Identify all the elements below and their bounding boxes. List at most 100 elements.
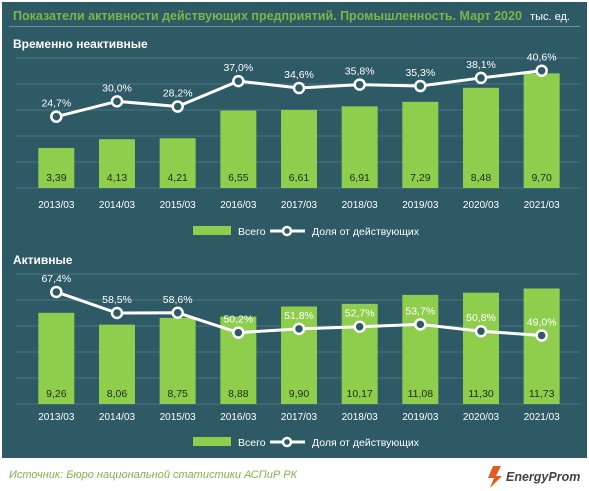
legend-bar-label: Всего [238,226,266,238]
x-tick-label: 2018/03 [342,412,379,423]
chart-title: Показатели активности действующих предпр… [13,9,522,23]
bar [38,147,75,188]
share-point [171,306,184,320]
x-tick-label: 2013/03 [38,200,75,211]
legend-bar-swatch [193,226,231,235]
bar [38,312,75,404]
share-point [353,78,366,91]
share-value-label: 38,1% [466,59,496,71]
share-value-label: 35,3% [405,67,435,79]
bar-value-label: 6,55 [228,172,249,184]
share-value-label: 67,4% [41,273,71,285]
share-value-label: 40,6% [527,52,557,64]
bar-value-label: 8,88 [228,388,249,400]
legend-bar-swatch [193,437,231,446]
panel-title-inactive: Временно неактивные [13,37,148,51]
share-value-label: 51,8% [284,310,314,322]
bar [99,324,135,404]
unit-label: тыс. ед. [530,11,570,23]
share-point [171,100,184,113]
title-divider [9,26,580,27]
bar [341,106,378,188]
bar-value-label: 11,73 [529,388,555,400]
share-point [353,320,366,333]
bar-value-label: 3,39 [46,172,67,184]
bar [220,110,257,188]
x-tick-label: 2018/03 [342,200,379,211]
share-value-label: 53,7% [405,305,435,317]
share-point [292,81,306,95]
share-point [474,71,488,85]
legend-line-label: Доля от действующих [312,226,420,238]
legend-line-marker [281,225,293,237]
x-tick-label: 2014/03 [99,200,136,211]
legend-line-label: Доля от действующих [312,437,420,449]
share-value-label: 35,8% [345,66,375,78]
share-value-label: 28,2% [163,88,193,100]
x-tick-label: 2015/03 [160,412,197,423]
x-tick-label: 2019/03 [402,412,439,423]
brand-logo: EnergyProm [488,466,580,488]
bar [281,109,317,188]
legend-bar-label: Всего [238,437,266,449]
share-point [232,326,245,339]
share-point [535,64,548,77]
bar [402,294,439,404]
x-tick-label: 2014/03 [99,412,136,423]
source-note: Источник: Бюро национальной статистики А… [9,469,298,481]
bar-value-label: 6,91 [349,172,370,184]
bar-value-label: 4,13 [107,172,128,184]
x-tick-label: 2016/03 [220,412,257,423]
share-point [50,110,63,123]
bar-value-label: 8,75 [167,388,188,400]
bar-value-label: 9,90 [289,388,310,400]
panel-active: 9,26 2013/03 8,06 2014/03 8,75 2015/03 8,88 201… [16,273,580,449]
panel-title-active: Активные [13,253,73,267]
share-point [414,79,427,93]
share-value-label: 50,8% [466,312,496,324]
share-point [535,329,548,342]
x-tick-label: 2019/03 [402,200,439,211]
share-value-label: 58,5% [102,294,132,306]
bar [159,317,196,404]
bar [463,87,499,188]
bar [463,292,499,404]
share-point [50,285,63,299]
share-point [474,324,488,338]
bar-value-label: 4,21 [167,172,188,184]
bar-value-label: 9,70 [531,172,552,184]
bar [99,139,135,188]
share-point [292,322,306,336]
share-point [414,318,427,331]
x-tick-label: 2021/03 [524,412,561,423]
x-tick-label: 2013/03 [38,412,75,423]
lightning-icon [488,466,502,488]
share-value-label: 24,7% [41,98,71,110]
bar [523,73,560,188]
bar-value-label: 6,61 [289,172,310,184]
x-tick-label: 2017/03 [281,200,318,211]
brand-name: EnergyProm [506,470,580,484]
share-value-label: 50,2% [223,314,253,326]
bar-value-label: 10,17 [347,388,373,400]
bar-value-label: 11,30 [468,388,494,400]
bar [523,288,560,404]
share-point [232,74,245,88]
bar-value-label: 8,06 [107,388,128,400]
x-tick-label: 2020/03 [463,200,500,211]
share-point [110,95,124,108]
share-point [110,306,124,320]
share-value-label: 37,0% [223,62,253,74]
legend-line-marker [281,436,293,448]
bar-value-label: 9,26 [46,388,67,400]
share-value-label: 58,6% [163,294,193,306]
bar-value-label: 7,29 [410,172,431,184]
share-value-label: 52,7% [345,308,375,320]
panel-inactive: 3,39 2013/03 4,13 2014/03 4,21 2015/03 6,55 201… [16,52,580,238]
share-value-label: 34,6% [284,69,314,81]
share-value-label: 30,0% [102,82,132,94]
share-value-label: 49,0% [527,316,557,328]
bar-value-label: 11,08 [408,388,434,400]
